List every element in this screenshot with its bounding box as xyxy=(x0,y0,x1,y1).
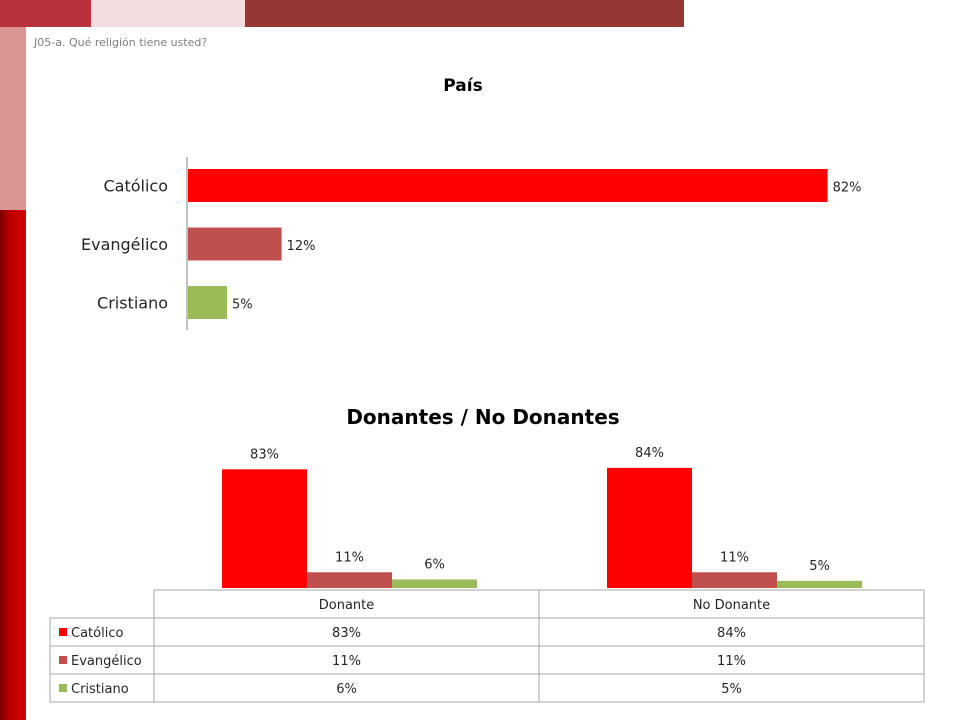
table-cell-catolico-donante: 83% xyxy=(332,626,361,641)
country-value-label-cristiano: 5% xyxy=(232,298,253,313)
donor-chart-title: Donantes / No Donantes xyxy=(346,405,619,429)
country-category-label-cristiano: Cristiano xyxy=(97,294,168,313)
country-bar-cristiano xyxy=(188,286,227,319)
table-cell-cristiano-donante: 6% xyxy=(336,682,357,697)
legend-label-catolico: Católico xyxy=(71,626,123,641)
country-bar-catolico xyxy=(188,169,828,202)
donor-bar-donante-cristiano-label: 6% xyxy=(424,557,445,572)
country-chart: País Católico 82% Evangélico 12% Cristiano 5% xyxy=(81,76,862,330)
donor-bar-no-donante-evangelico xyxy=(692,572,777,588)
donor-bar-no-donante-catolico-label: 84% xyxy=(635,446,664,461)
legend-label-cristiano: Cristiano xyxy=(71,682,129,697)
donor-bar-no-donante-cristiano xyxy=(777,580,862,588)
country-bar-evangelico xyxy=(188,227,282,261)
table-cell-catolico-no-donante: 84% xyxy=(717,626,746,641)
table-header-donante: Donante xyxy=(319,598,375,613)
donor-bar-donante-catolico-label: 83% xyxy=(250,447,279,462)
table-cell-evangelico-donante: 11% xyxy=(332,654,361,669)
donor-bar-no-donante-catolico xyxy=(607,467,692,588)
country-value-label-catolico: 82% xyxy=(833,181,862,196)
top-bar-segment-2 xyxy=(91,0,245,27)
question-text: J05-a. Qué religión tiene usted? xyxy=(34,36,208,49)
sidebar-bottom-stripe xyxy=(0,210,26,720)
country-chart-title: País xyxy=(443,76,482,96)
donor-bar-no-donante-cristiano-label: 5% xyxy=(809,559,830,574)
donor-bar-donante-catolico xyxy=(222,469,307,588)
donor-bar-donante-evangelico xyxy=(307,572,392,588)
country-category-label-evangelico: Evangélico xyxy=(81,235,168,254)
legend-swatch-catolico xyxy=(59,628,67,636)
table-header-no-donante: No Donante xyxy=(693,598,770,613)
sidebar-top-stripe xyxy=(0,27,26,210)
legend-label-evangelico: Evangélico xyxy=(71,654,142,669)
donor-data-table: Donante No Donante Católico 83% 84% Evangélic… xyxy=(49,589,925,703)
top-bar-segment-1 xyxy=(0,0,91,27)
donor-bar-donante-evangelico-label: 11% xyxy=(335,550,364,565)
country-category-label-catolico: Católico xyxy=(103,177,168,196)
country-value-label-evangelico: 12% xyxy=(287,239,316,254)
legend-swatch-cristiano xyxy=(59,684,67,692)
legend-swatch-evangelico xyxy=(59,656,67,664)
donor-bar-donante-cristiano xyxy=(392,579,477,588)
top-bar-segment-3 xyxy=(245,0,684,27)
table-cell-cristiano-no-donante: 5% xyxy=(721,682,742,697)
table-cell-evangelico-no-donante: 11% xyxy=(717,654,746,669)
donor-chart: Donantes / No Donantes 83%11% 6%84%11%5% … xyxy=(49,405,925,703)
donor-bar-no-donante-evangelico-label: 11% xyxy=(720,550,749,565)
